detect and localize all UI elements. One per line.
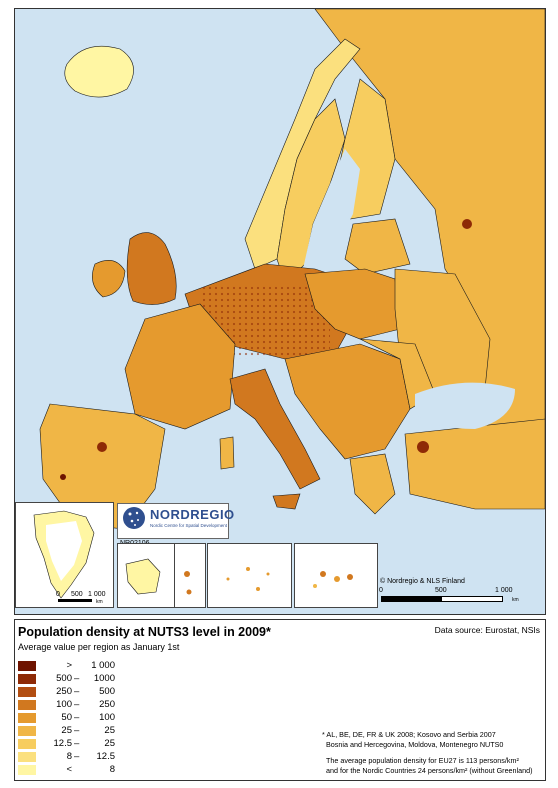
footnote-4: and for the Nordic Countries 24 persons/… <box>326 766 533 775</box>
legend-hi: 12.5 <box>96 751 116 762</box>
legend-hi: 250 <box>99 699 115 710</box>
greenland-scale-0: 0 <box>56 591 60 598</box>
legend-hi: 8 <box>109 764 115 775</box>
legend-swatch <box>18 726 36 736</box>
legend-hi: 1000 <box>93 673 115 684</box>
legend-swatch <box>18 739 36 749</box>
footnote-3: The average population density for EU27 … <box>326 756 519 765</box>
legend-swatch <box>18 713 36 723</box>
legend-hi: 1 000 <box>91 660 115 671</box>
europe-map <box>39 9 545 530</box>
black-sea <box>415 382 515 429</box>
legend-panel <box>14 619 546 781</box>
nordregio-logo-icon <box>123 507 145 529</box>
legend-swatch <box>18 765 36 775</box>
legend-lo: 100 <box>56 699 72 710</box>
guyane-inset <box>117 543 175 608</box>
baltic-states-region <box>344 218 411 275</box>
legend-lo: 50 <box>61 712 72 723</box>
legend-swatch <box>18 674 36 684</box>
nordregio-subtitle: Nordic Centre for Spatial Development <box>150 523 228 528</box>
legend-swatch <box>18 661 36 671</box>
legend-dash: – <box>74 725 80 736</box>
azores-inset <box>207 543 292 608</box>
france-region <box>124 303 236 430</box>
legend-lo: 8 <box>66 751 72 762</box>
legend-hi: 25 <box>104 738 115 749</box>
legend-dash: – <box>74 673 80 684</box>
copyright-text: © Nordregio & NLS Finland <box>380 578 465 585</box>
antilles-inset <box>174 543 206 608</box>
baltic-sea <box>303 149 360 279</box>
legend-hi: 500 <box>99 686 115 697</box>
data-source: Data source: Eurostat, NSIs <box>434 625 540 635</box>
legend-lo: < <box>66 764 72 775</box>
legend-lo: > <box>66 660 72 671</box>
main-scale-0: 0 <box>379 587 383 594</box>
legend-title: Population density at NUTS3 level in 200… <box>18 625 271 639</box>
greenland-scale-unit: km <box>96 599 103 605</box>
nordregio-name: NORDREGIO <box>150 507 235 522</box>
nordregio-logo-box: NORDREGIO Nordic Centre for Spatial Deve… <box>117 503 234 539</box>
legend-dash: – <box>74 751 80 762</box>
ireland-region <box>92 259 126 298</box>
legend-hi: 100 <box>99 712 115 723</box>
turkey-region <box>404 418 545 510</box>
canary-inset <box>294 543 378 608</box>
legend-swatch <box>18 687 36 697</box>
greenland-scale-500: 500 <box>71 591 83 598</box>
sicily-region <box>272 493 301 510</box>
greenland-inset: 0 500 1 000 km <box>15 502 114 608</box>
main-scale-unit: km <box>512 597 519 603</box>
iceland-region <box>64 45 134 98</box>
legend-lo: 250 <box>56 686 72 697</box>
uk-region <box>126 232 177 305</box>
legend-lo: 25 <box>61 725 72 736</box>
greenland-scale-1000: 1 000 <box>88 591 106 598</box>
legend-hi: 25 <box>104 725 115 736</box>
greece-region <box>349 453 396 515</box>
footnote-1: * AL, BE, DE, FR & UK 2008; Kosovo and S… <box>322 730 496 739</box>
legend-swatch <box>18 700 36 710</box>
legend-lo: 12.5 <box>53 738 73 749</box>
main-scale-1000: 1 000 <box>495 587 513 594</box>
legend-lo: 500 <box>56 673 72 684</box>
footnote-2: Bosnia and Hercegovina, Moldova, Montene… <box>326 740 504 749</box>
legend-dash: – <box>74 738 80 749</box>
main-scale-500: 500 <box>435 587 447 594</box>
balkans-region <box>284 343 411 460</box>
legend-dash: – <box>74 699 80 710</box>
legend-dash: – <box>74 686 80 697</box>
legend-subtitle: Average value per region as January 1st <box>18 642 180 652</box>
legend-dash: – <box>74 712 80 723</box>
sardinia-region <box>219 436 235 470</box>
greenland-map <box>33 510 95 602</box>
poland-region <box>304 268 401 340</box>
italy-region <box>229 368 321 490</box>
legend-swatch <box>18 752 36 762</box>
